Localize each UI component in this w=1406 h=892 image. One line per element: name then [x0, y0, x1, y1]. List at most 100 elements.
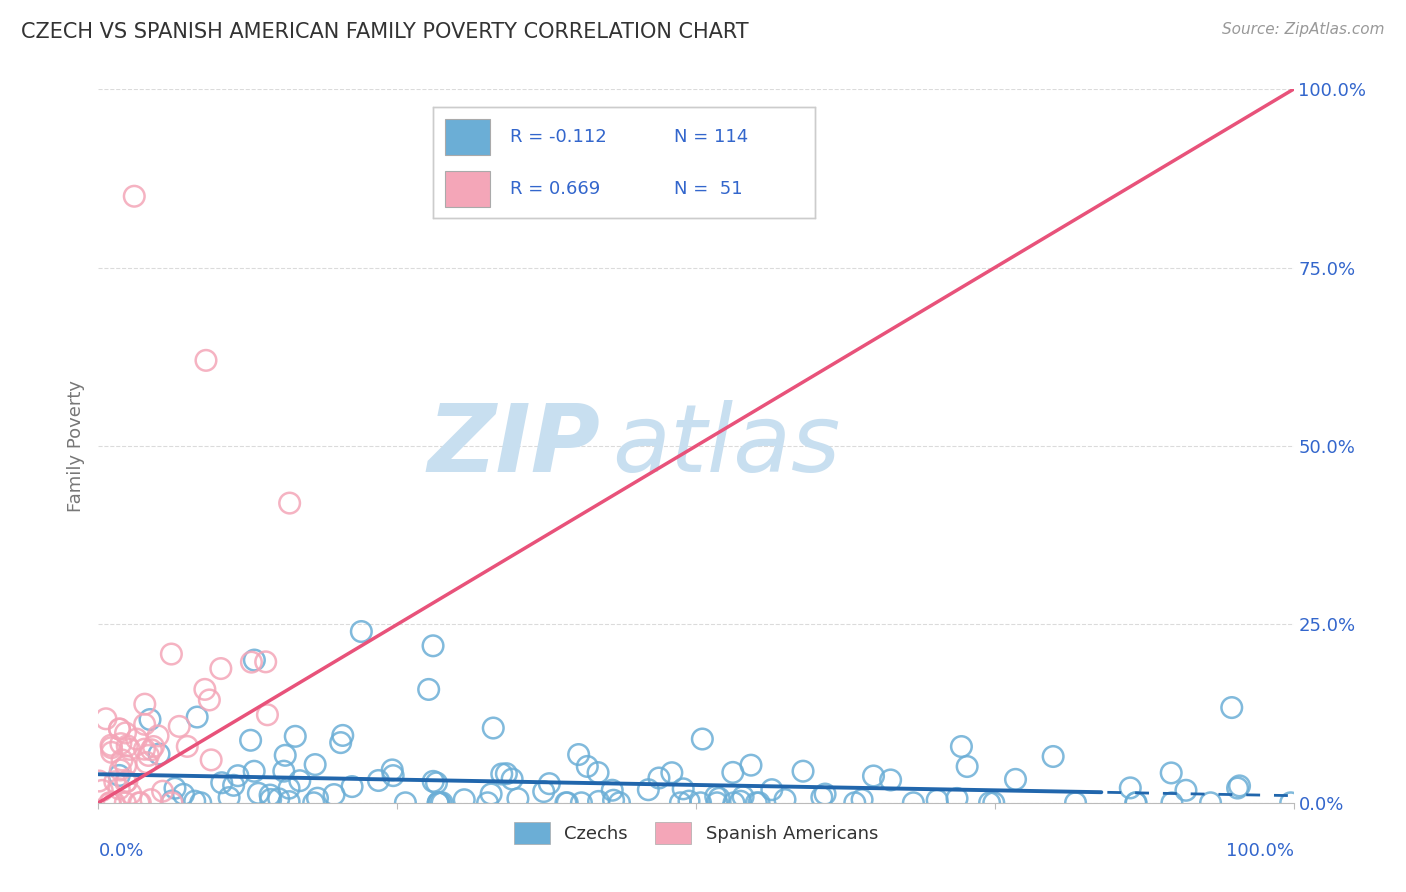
- Point: [862, 769, 884, 783]
- Point: [844, 796, 866, 810]
- Point: [678, 794, 700, 808]
- Point: [134, 697, 156, 711]
- Point: [162, 794, 184, 808]
- Point: [1161, 796, 1184, 810]
- Point: [748, 796, 770, 810]
- Point: [302, 796, 325, 810]
- Point: [200, 753, 222, 767]
- Point: [138, 748, 160, 763]
- Point: [730, 794, 752, 808]
- Point: [422, 639, 444, 653]
- Point: [304, 757, 326, 772]
- Point: [115, 774, 138, 789]
- Point: [479, 787, 502, 801]
- Point: [1220, 700, 1243, 714]
- Point: [146, 729, 169, 743]
- Point: [114, 758, 136, 772]
- Point: [814, 787, 837, 801]
- Point: [142, 739, 165, 754]
- Point: [689, 796, 711, 810]
- Point: [125, 732, 148, 747]
- Point: [198, 693, 221, 707]
- Point: [600, 783, 623, 797]
- Point: [176, 739, 198, 754]
- Point: [128, 796, 150, 810]
- Point: [278, 496, 301, 510]
- Point: [425, 776, 447, 790]
- Point: [110, 763, 132, 777]
- Point: [332, 728, 354, 742]
- Point: [950, 739, 973, 754]
- Point: [1119, 780, 1142, 795]
- Point: [194, 682, 217, 697]
- Point: [983, 796, 1005, 810]
- Text: CZECH VS SPANISH AMERICAN FAMILY POVERTY CORRELATION CHART: CZECH VS SPANISH AMERICAN FAMILY POVERTY…: [21, 22, 749, 42]
- Point: [110, 737, 132, 751]
- Text: ZIP: ZIP: [427, 400, 600, 492]
- Point: [586, 765, 609, 780]
- Point: [100, 796, 122, 810]
- Point: [495, 766, 517, 780]
- Point: [946, 791, 969, 805]
- Point: [239, 733, 262, 747]
- Point: [114, 796, 136, 810]
- Point: [418, 682, 440, 697]
- Point: [259, 792, 281, 806]
- Point: [167, 719, 190, 733]
- Point: [422, 774, 444, 789]
- Point: [129, 796, 152, 810]
- Point: [533, 784, 555, 798]
- Point: [211, 776, 233, 790]
- Point: [108, 768, 131, 782]
- Point: [135, 756, 157, 770]
- Point: [588, 794, 610, 808]
- Point: [183, 794, 205, 808]
- Point: [186, 710, 208, 724]
- Point: [139, 713, 162, 727]
- Point: [195, 353, 218, 368]
- Point: [98, 796, 121, 810]
- Point: [707, 791, 730, 805]
- Point: [879, 772, 901, 787]
- Point: [91, 783, 114, 797]
- Point: [104, 774, 127, 789]
- Point: [1160, 766, 1182, 780]
- Point: [811, 790, 834, 805]
- Point: [340, 780, 363, 794]
- Point: [733, 789, 755, 804]
- Point: [118, 742, 141, 756]
- Y-axis label: Family Poverty: Family Poverty: [66, 380, 84, 512]
- Point: [115, 739, 138, 753]
- Point: [243, 653, 266, 667]
- Point: [278, 795, 301, 809]
- Point: [111, 753, 134, 767]
- Point: [692, 732, 714, 747]
- Text: Source: ZipAtlas.com: Source: ZipAtlas.com: [1222, 22, 1385, 37]
- Point: [94, 712, 117, 726]
- Point: [491, 767, 513, 781]
- Point: [1279, 796, 1302, 810]
- Point: [367, 773, 389, 788]
- Point: [761, 782, 783, 797]
- Point: [669, 796, 692, 810]
- Point: [190, 796, 212, 810]
- Point: [506, 791, 529, 805]
- Point: [1042, 749, 1064, 764]
- Point: [152, 784, 174, 798]
- Point: [956, 759, 979, 773]
- Point: [134, 717, 156, 731]
- Point: [568, 747, 591, 762]
- Point: [648, 771, 671, 785]
- Point: [637, 782, 659, 797]
- Point: [218, 790, 240, 805]
- Point: [222, 778, 245, 792]
- Point: [429, 796, 451, 810]
- Point: [173, 788, 195, 802]
- Point: [108, 781, 131, 796]
- Point: [555, 796, 578, 810]
- Point: [602, 793, 624, 807]
- Point: [87, 774, 110, 789]
- Point: [501, 772, 523, 786]
- Point: [288, 773, 311, 788]
- Point: [278, 781, 301, 796]
